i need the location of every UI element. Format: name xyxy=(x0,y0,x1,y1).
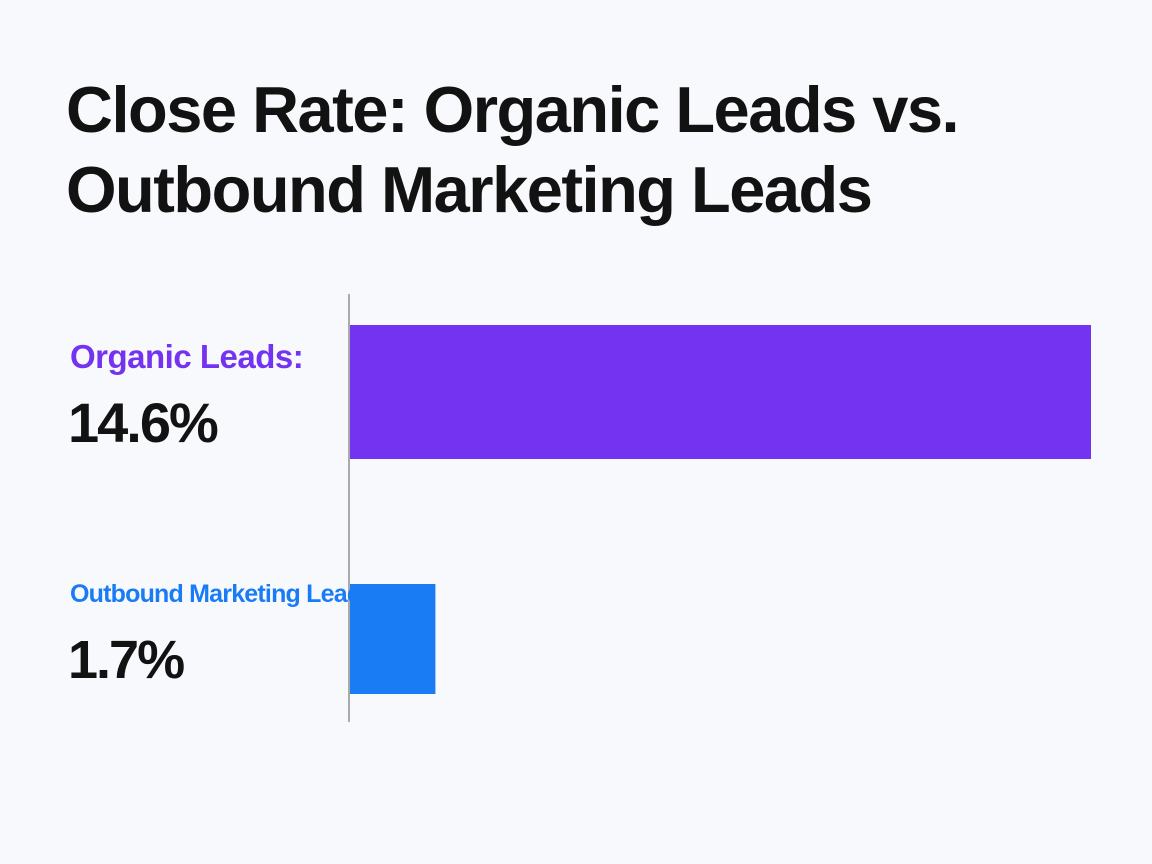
chart-title: Close Rate: Organic Leads vs. Outbound M… xyxy=(66,73,960,226)
value-label: 14.6% xyxy=(68,391,218,454)
category-label: Organic Leads: xyxy=(70,338,303,375)
bar-organic-leads xyxy=(350,325,1091,459)
value-label: 1.7% xyxy=(68,630,184,690)
category-label: Outbound Marketing Leads: xyxy=(70,580,382,608)
bar-outbound-marketing-leads xyxy=(350,584,436,694)
